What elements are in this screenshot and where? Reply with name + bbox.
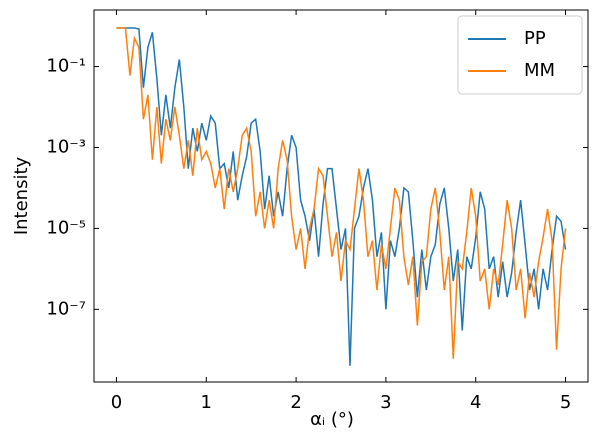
legend-box bbox=[457, 15, 583, 95]
series-line bbox=[116, 27, 567, 359]
legend-label: MM bbox=[524, 60, 555, 81]
series-line bbox=[116, 27, 567, 366]
y-axis-label: Intensity bbox=[11, 156, 32, 235]
legend-label: PP bbox=[524, 28, 546, 49]
x-tick-label: 3 bbox=[380, 392, 391, 413]
x-axis-label: αᵢ (°) bbox=[310, 409, 354, 430]
x-tick-label: 4 bbox=[470, 392, 481, 413]
x-tick-label: 5 bbox=[560, 392, 571, 413]
y-tick-label: 10⁻³ bbox=[46, 136, 86, 157]
y-tick-label: 10⁻⁵ bbox=[46, 217, 86, 238]
y-tick-label: 10⁻¹ bbox=[46, 56, 86, 77]
x-tick-label: 1 bbox=[201, 392, 212, 413]
x-tick-label: 2 bbox=[290, 392, 301, 413]
x-tick-label: 0 bbox=[111, 392, 122, 413]
y-tick-label: 10⁻⁷ bbox=[46, 298, 86, 319]
plot-frame bbox=[93, 9, 589, 383]
